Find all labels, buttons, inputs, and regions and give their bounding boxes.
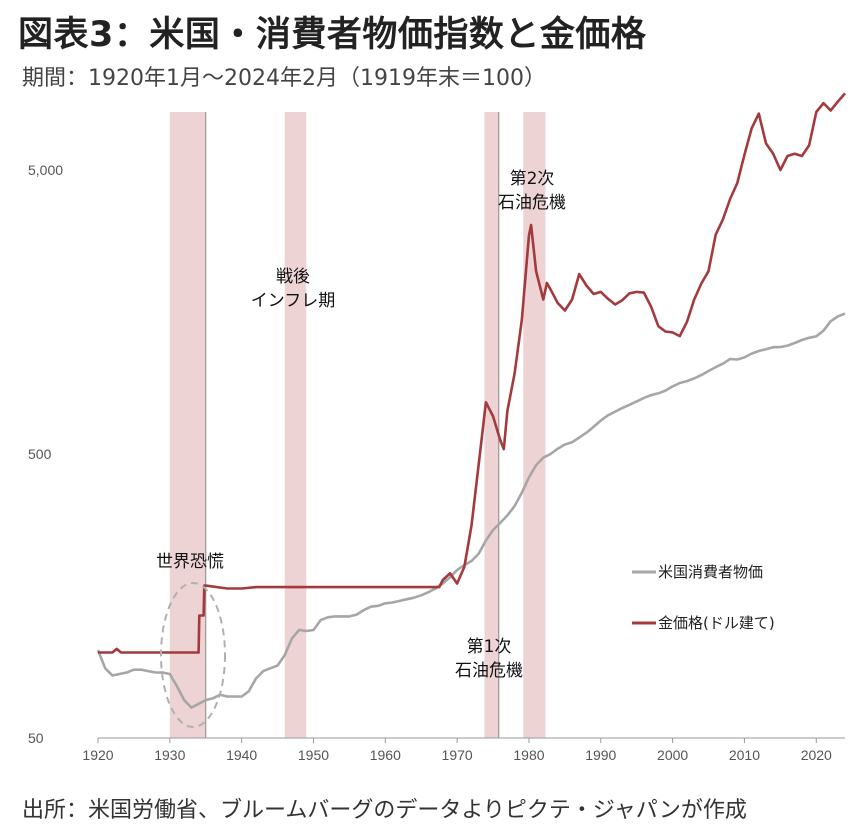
shaded-period-4: [523, 112, 546, 738]
legend-label-2: 金価格(ドル建て): [658, 614, 775, 632]
annotation-postwar-line-1: 戦後: [276, 267, 310, 287]
chart-title: 図表3：米国・消費者物価指数と金価格: [18, 15, 647, 55]
annotation-oil2-line-2: 石油危機: [498, 193, 566, 213]
x-tick-label-1990: 1990: [585, 747, 616, 763]
x-tick-label-1930: 1930: [154, 747, 185, 763]
x-tick-label-2000: 2000: [657, 747, 688, 763]
annotation-oil1-line-1: 第1次: [467, 637, 512, 657]
depression-highlight-ellipse: [160, 582, 226, 728]
x-tick-label-1980: 1980: [513, 747, 544, 763]
y-tick-label-5000: 5,000: [28, 162, 63, 178]
x-tick-label-1920: 1920: [82, 747, 113, 763]
cpi-series-line: [96, 312, 846, 709]
annotation-postwar-line-2: インフレ期: [251, 291, 336, 311]
x-tick-label-1940: 1940: [226, 747, 257, 763]
shaded-period-3: [484, 112, 499, 738]
x-tick-label-1970: 1970: [442, 747, 473, 763]
y-tick-label-50: 50: [28, 730, 44, 746]
gold-series-line: [98, 92, 846, 654]
chart-subtitle: 期間：1920年1月～2024年2月（1919年末＝100）: [22, 66, 546, 91]
shaded-period-1: [169, 112, 206, 738]
shaded-period-2: [284, 112, 307, 738]
x-tick-label-2010: 2010: [729, 747, 760, 763]
x-tick-label-1960: 1960: [370, 747, 401, 763]
annotation-oil1-line-2: 石油危機: [455, 661, 523, 681]
legend-label-1: 米国消費者物価: [658, 563, 763, 581]
x-tick-label-2020: 2020: [801, 747, 832, 763]
source-note: 出所：米国労働省、ブルームバーグのデータよりピクテ・ジャパンが作成: [22, 798, 747, 823]
annotation-oil2-line-1: 第2次: [510, 169, 555, 189]
annotation-depression-line-1: 世界恐慌: [156, 552, 224, 572]
y-tick-label-500: 500: [28, 446, 52, 462]
x-tick-label-1950: 1950: [298, 747, 329, 763]
